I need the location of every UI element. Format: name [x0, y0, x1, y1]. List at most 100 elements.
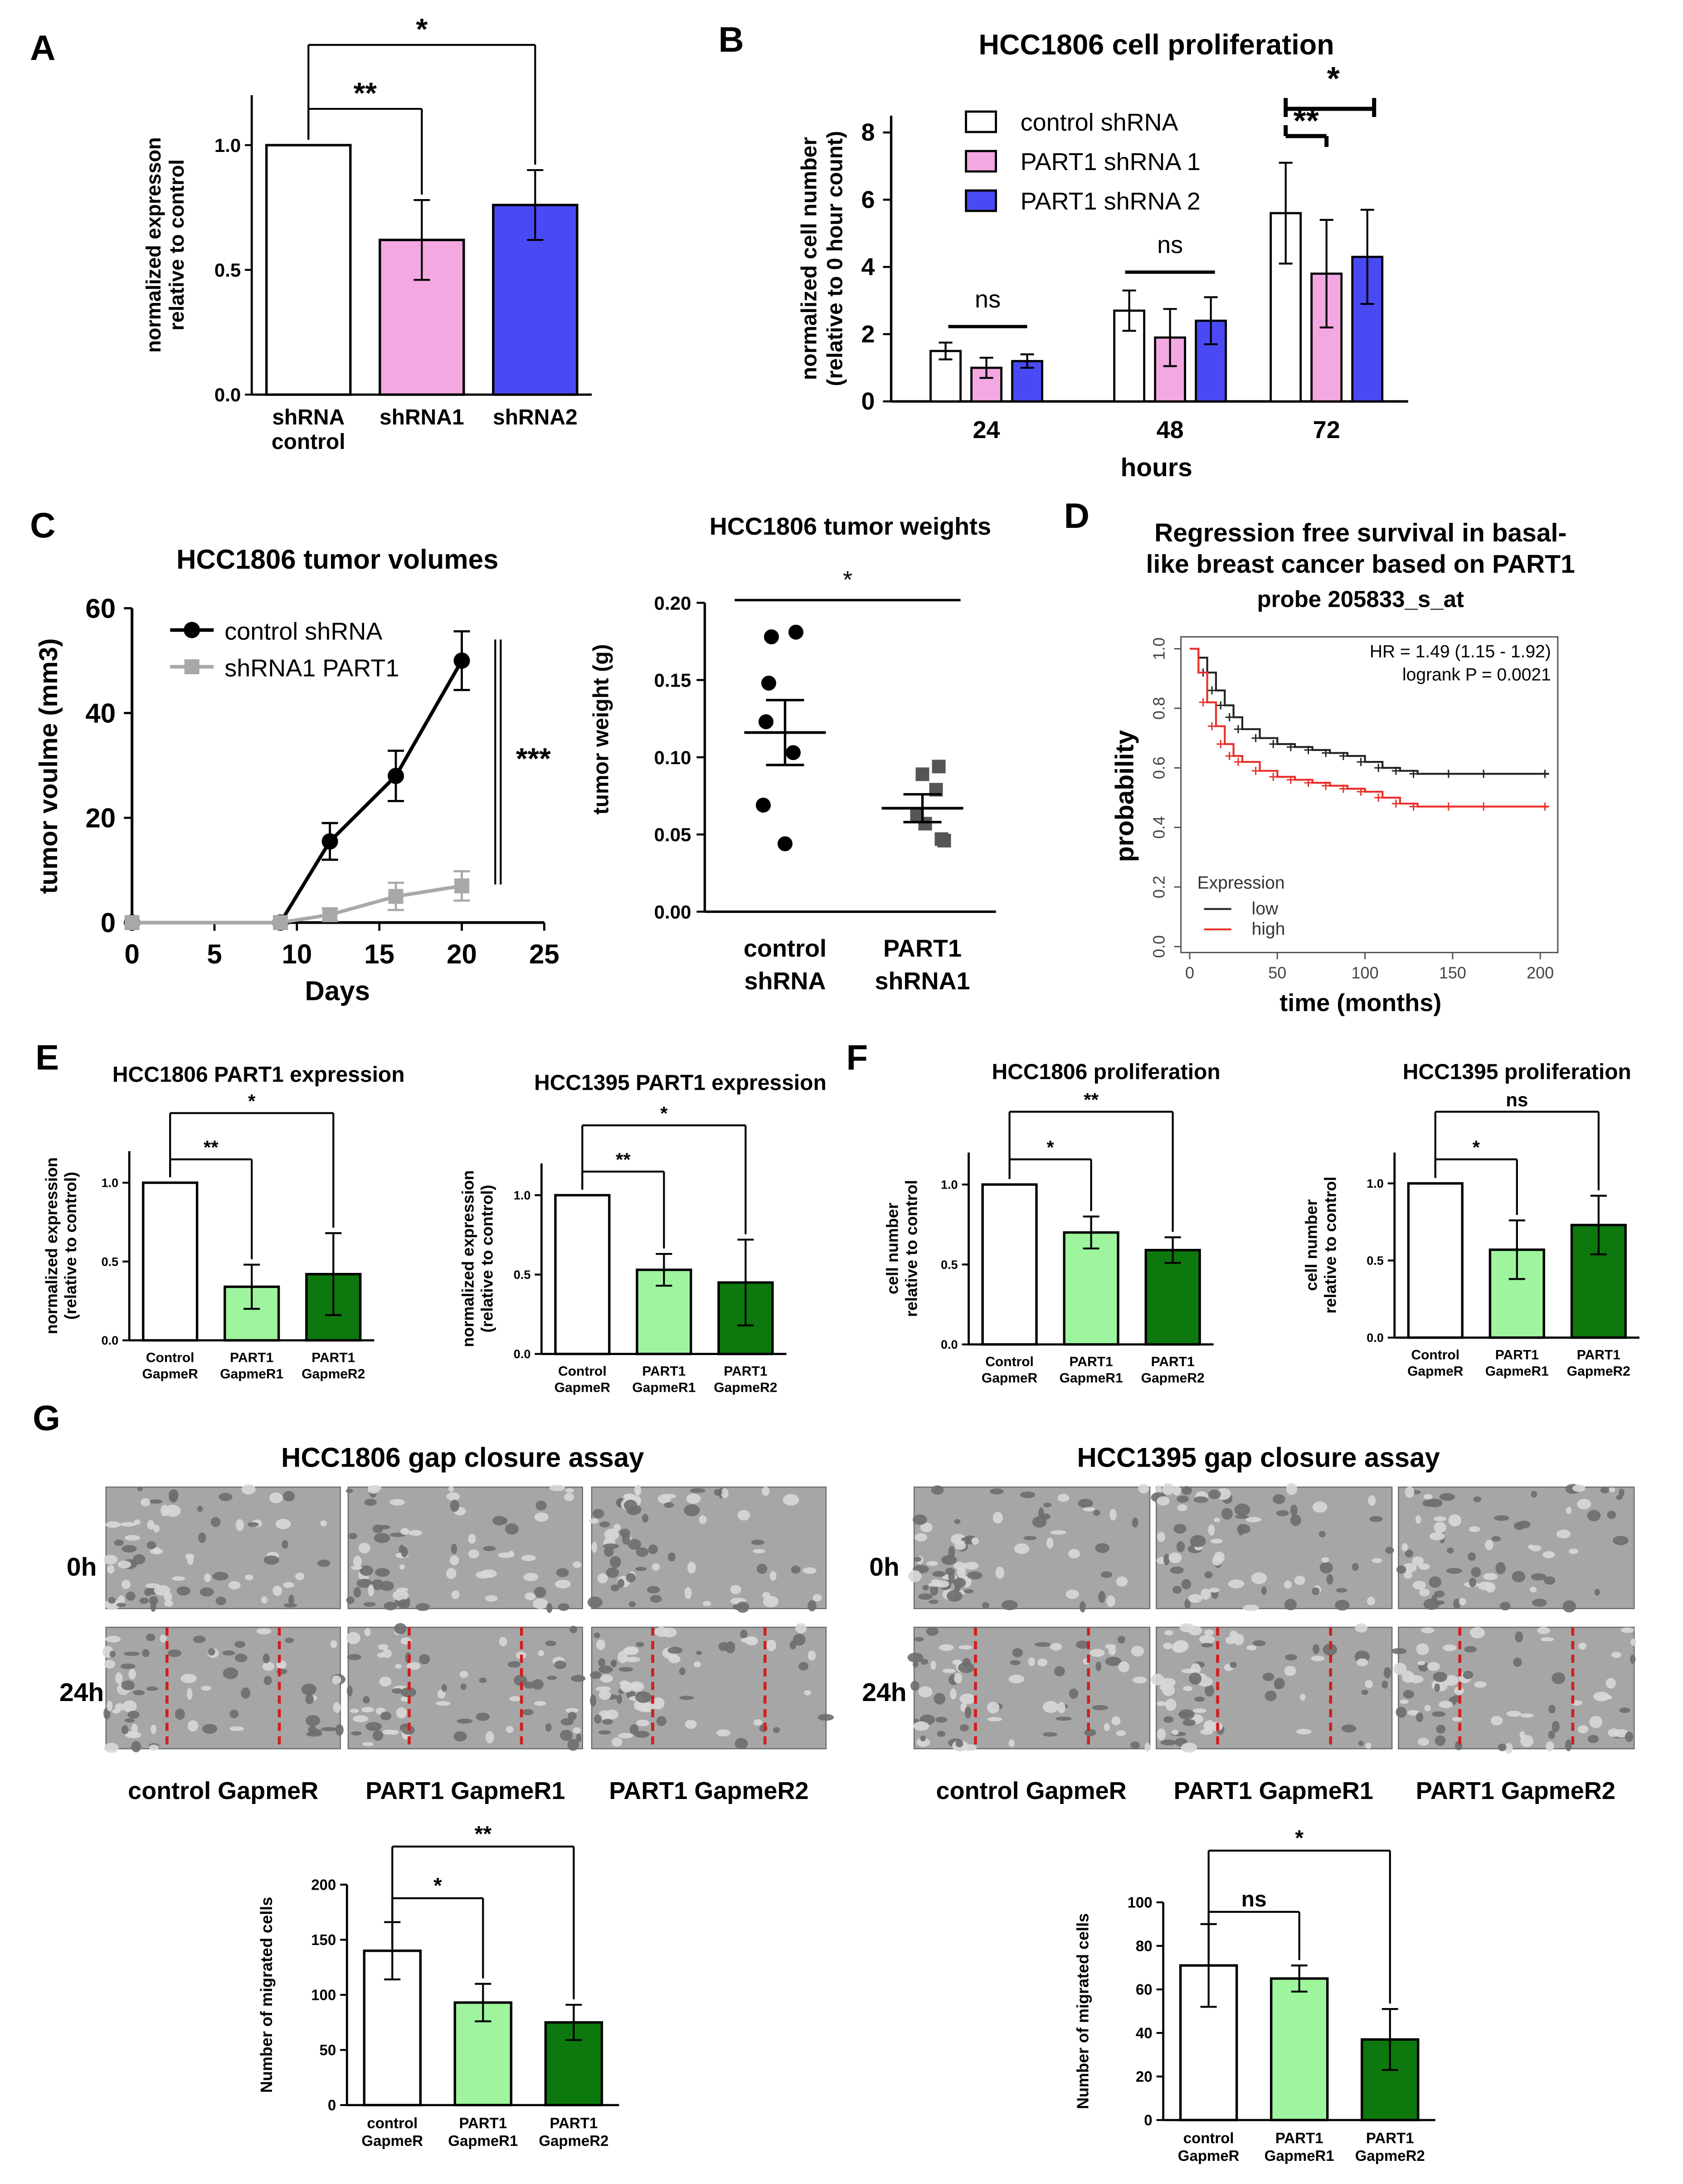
cell: [804, 1690, 812, 1696]
cell: [1172, 1585, 1182, 1594]
cell: [736, 1601, 749, 1613]
significance-label: **: [1084, 1089, 1099, 1111]
cell: [1423, 1494, 1433, 1500]
cell: [922, 1585, 929, 1591]
cell: [1157, 1728, 1166, 1740]
cell: [793, 1633, 806, 1646]
cell: [395, 1664, 402, 1669]
cell: [730, 1585, 741, 1594]
cell: [1214, 1517, 1221, 1522]
legend-swatch: [965, 189, 997, 212]
cell: [180, 1673, 197, 1683]
cell: [1619, 1707, 1630, 1713]
cell: [1365, 1742, 1372, 1749]
cell: [1056, 1716, 1072, 1721]
cell: [380, 1711, 392, 1721]
panel-letter: A: [30, 28, 55, 68]
cell: [485, 1595, 498, 1602]
cell: [1193, 1708, 1206, 1713]
cell: [1335, 1599, 1350, 1611]
cell: [1243, 1604, 1259, 1611]
cell: [1245, 1516, 1261, 1522]
cell: [962, 1744, 977, 1751]
cell: [460, 1683, 467, 1690]
micrograph: [102, 1627, 346, 1753]
cell: [261, 1596, 268, 1604]
y-tick-label: 1.0: [941, 1178, 958, 1191]
cell: [479, 1677, 487, 1683]
cell: [400, 1528, 409, 1535]
significance-label: *: [1295, 1826, 1304, 1850]
cell: [598, 1690, 611, 1700]
cell: [107, 1700, 113, 1711]
cell: [591, 1541, 597, 1553]
data-point: [932, 760, 946, 774]
cell: [1265, 1690, 1277, 1701]
cell: [1201, 1588, 1211, 1600]
cell: [263, 1555, 279, 1565]
cell: [1474, 1681, 1487, 1688]
cell: [187, 1687, 193, 1700]
cell: [107, 1565, 115, 1574]
cell: [1131, 1646, 1144, 1657]
cell: [514, 1675, 527, 1686]
cell: [244, 1574, 253, 1580]
cell: [918, 1686, 933, 1698]
cell: [935, 1716, 948, 1723]
cell: [687, 1562, 696, 1574]
cell: [1118, 1661, 1129, 1672]
cell: [1157, 1531, 1166, 1542]
cell: [1352, 1563, 1359, 1571]
cell: [595, 1686, 611, 1692]
cell: [228, 1581, 241, 1589]
cell: [812, 1594, 822, 1602]
cell: [1427, 1662, 1440, 1671]
legend-swatch: [965, 110, 997, 133]
cell: [534, 1586, 546, 1598]
cell: [1600, 1487, 1610, 1493]
cell-region: [652, 1627, 826, 1749]
cell: [1514, 1521, 1525, 1530]
series-line: [132, 884, 462, 925]
y-tick-label: 0.0: [1150, 935, 1168, 958]
cell: [1417, 1738, 1429, 1746]
cell: [375, 1568, 390, 1577]
cell: [534, 1512, 549, 1522]
cell: [346, 1596, 355, 1604]
cell: [475, 1571, 491, 1579]
cell: [629, 1681, 644, 1692]
cell: [509, 1696, 521, 1701]
cell: [104, 1660, 116, 1669]
image-label: PART1 GapmeR2: [1416, 1777, 1615, 1804]
cell: [229, 1726, 244, 1731]
y-tick-label: 0.5: [941, 1258, 958, 1272]
cell: [1104, 1723, 1110, 1731]
cell: [505, 1523, 519, 1535]
cell: [740, 1637, 756, 1643]
x-tick-label: 48: [1157, 416, 1184, 444]
cell: [1427, 1498, 1443, 1507]
y-axis-label: normalized expresson: [142, 137, 165, 353]
annotation: HR = 1.49 (1.15 - 1.92): [1370, 642, 1551, 661]
cell: [1109, 1509, 1117, 1521]
cell: [115, 1672, 123, 1684]
cell: [358, 1542, 370, 1554]
image-label: control GapmeR: [128, 1777, 318, 1804]
cell: [930, 1660, 936, 1670]
x-tick-label: PART1: [1366, 2130, 1414, 2146]
cell: [958, 1662, 974, 1673]
cell: [694, 1661, 701, 1667]
cell: [1050, 1530, 1066, 1535]
cell: [175, 1708, 185, 1720]
row-label: 24h: [862, 1678, 906, 1707]
x-tick-label: control: [367, 2115, 418, 2131]
data-point: [788, 624, 803, 640]
cell: [1234, 1503, 1250, 1516]
cell: [451, 1544, 457, 1554]
chart-title: HCC1395 PART1 expression: [534, 1071, 827, 1095]
y-tick-label: 0.5: [214, 259, 241, 281]
y-tick-label: 0: [101, 907, 116, 938]
y-tick-label: 0.0: [514, 1347, 531, 1361]
cell: [153, 1525, 160, 1533]
cell: [1201, 1643, 1213, 1648]
